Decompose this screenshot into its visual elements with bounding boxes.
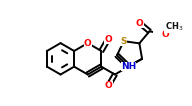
Text: O: O: [161, 30, 169, 39]
Text: O: O: [105, 81, 112, 90]
Text: NH: NH: [121, 62, 136, 71]
Text: O: O: [84, 39, 92, 48]
Text: S: S: [121, 37, 127, 46]
Text: O: O: [136, 19, 144, 28]
Text: CH$_3$: CH$_3$: [165, 20, 183, 33]
Text: O: O: [104, 35, 112, 44]
